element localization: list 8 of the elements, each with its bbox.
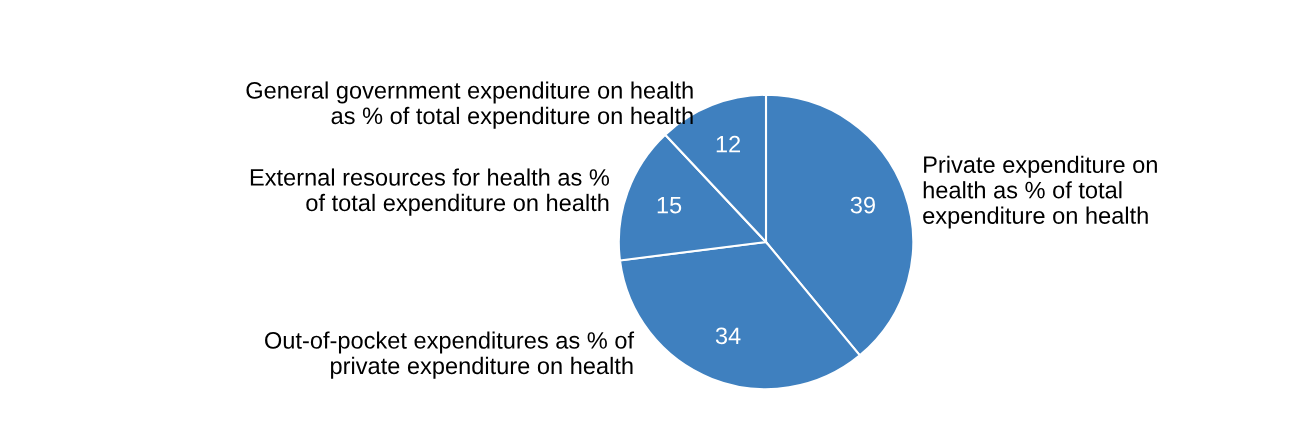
data-label: 34 [715, 327, 741, 345]
data-label: 12 [716, 135, 741, 153]
slice-label: Private expenditure on health as % of total expenditure on health [923, 155, 1157, 229]
slice-label: Out-of-pocket expenditures as % of private expenditure on health [265, 331, 635, 379]
data-label: 39 [850, 196, 875, 214]
data-label: 15 [657, 196, 682, 214]
slice-label: General government expenditure on health as % of total expenditure on health [246, 81, 693, 129]
slice-label: External resources for health as % of total expenditure on health [250, 168, 610, 216]
